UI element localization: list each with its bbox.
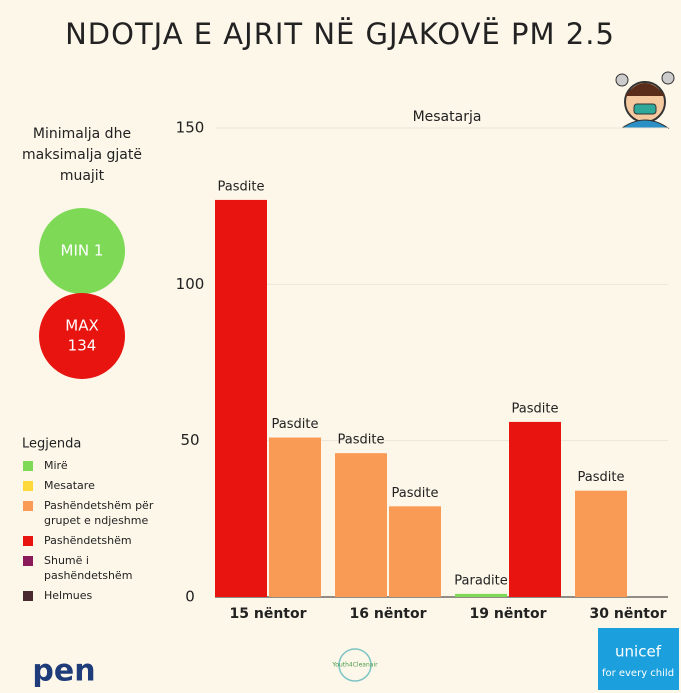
logo-right-box: [598, 628, 679, 690]
bar: [455, 593, 507, 597]
y-tick-label: 150: [176, 119, 205, 137]
legend-swatch: [23, 461, 33, 471]
bar-label: Pasdite: [338, 433, 385, 448]
legend-swatch: [23, 501, 33, 511]
legend-title: Legjenda: [22, 437, 81, 452]
x-tick-label: 19 nëntor: [470, 606, 547, 622]
bar: [575, 490, 627, 597]
legend-label: grupet e ndjeshme: [44, 514, 148, 527]
legend-swatch: [23, 556, 33, 566]
bar: [509, 421, 561, 597]
min-text: MIN 1: [61, 242, 104, 260]
bar-label: Pasdite: [218, 179, 265, 194]
bar-label: Pasdite: [578, 470, 625, 485]
max-circle: [39, 293, 125, 379]
legend-swatch: [23, 481, 33, 491]
legend-swatch: [23, 536, 33, 546]
legend-label: Pashëndetshëm për: [44, 499, 154, 512]
logo-left: pen: [32, 654, 95, 689]
legend-label: Shumë i: [44, 554, 89, 567]
bar-label: Pasdite: [392, 486, 439, 501]
min-circle: [39, 208, 125, 294]
logo-right-sub: for every child: [602, 668, 674, 679]
bar-label: Paradite: [454, 573, 508, 588]
x-tick-label: 16 nëntor: [350, 606, 427, 622]
y-tick-label: 50: [180, 431, 199, 449]
legend-label: Helmues: [44, 589, 93, 602]
legend-label: Mesatare: [44, 479, 95, 492]
chart-title: NDOTJA E AJRIT NË GJAKOVË PM 2.5: [65, 17, 615, 51]
x-tick-label: 15 nëntor: [230, 606, 307, 622]
side-text: muajit: [60, 168, 105, 184]
x-tick-label: 30 nëntor: [590, 606, 667, 622]
logo-right: unicef: [615, 643, 662, 661]
side-text: Minimalja dhe: [33, 126, 131, 142]
legend-label: pashëndetshëm: [44, 569, 132, 582]
bar-label: Pasdite: [512, 401, 559, 416]
bar: [389, 506, 441, 597]
y-tick-label: 100: [176, 275, 205, 293]
max-text: 134: [68, 337, 97, 355]
bar: [335, 453, 387, 597]
legend-label: Pashëndetshëm: [44, 534, 132, 547]
logo-middle-icon: [338, 648, 372, 682]
bar: [269, 437, 321, 597]
y-tick-label: 0: [185, 588, 195, 606]
side-text: maksimalja gjatë: [22, 147, 142, 163]
annotation: Mesatarja: [413, 109, 482, 125]
bar-label: Pasdite: [272, 417, 319, 432]
bar: [215, 199, 267, 597]
max-text: MAX: [65, 317, 98, 335]
icon: [615, 71, 675, 129]
logo-middle: Youth4Cleanair: [331, 662, 378, 669]
legend-label: Mirë: [44, 459, 68, 472]
legend-swatch: [23, 591, 33, 601]
